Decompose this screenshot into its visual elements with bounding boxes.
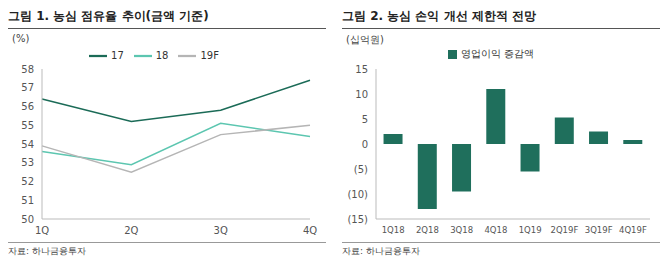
html-text:18: 18	[155, 50, 169, 61]
svg-text:53: 53	[21, 157, 34, 168]
html-text:영업이익 증감액: 영업이익 증감액	[460, 48, 535, 59]
svg-text:3Q18: 3Q18	[450, 225, 473, 235]
svg-text:4Q18: 4Q18	[484, 225, 507, 235]
svg-text:0: 0	[362, 139, 368, 150]
svg-text:51: 51	[21, 195, 34, 206]
svg-text:3Q19F: 3Q19F	[585, 225, 613, 235]
svg-text:4Q19F: 4Q19F	[619, 225, 647, 235]
svg-text:(15): (15)	[347, 214, 368, 225]
svg-text:52: 52	[21, 176, 34, 187]
svg-text:5: 5	[362, 114, 368, 125]
svg-text:10: 10	[355, 89, 368, 100]
svg-text:55: 55	[21, 120, 34, 131]
html-text:(십억원): (십억원)	[346, 34, 384, 45]
svg-text:2Q18: 2Q18	[416, 225, 439, 235]
svg-text:(10): (10)	[347, 189, 368, 200]
html-text:그림 1. 농심 점유율 추이(금액 기준): 그림 1. 농심 점유율 추이(금액 기준)	[8, 9, 209, 23]
svg-text:(5): (5)	[354, 164, 368, 175]
svg-text:2Q: 2Q	[124, 225, 138, 236]
html-text:자료: 하나금융투자: 자료: 하나금융투자	[342, 246, 420, 256]
html-text:그림 2. 농심 손익 개선 제한적 전망: 그림 2. 농심 손익 개선 제한적 전망	[342, 9, 536, 23]
html-text:17: 17	[111, 50, 124, 61]
svg-text:4Q: 4Q	[303, 225, 317, 236]
svg-text:1Q19: 1Q19	[519, 225, 542, 235]
svg-text:2Q19F: 2Q19F	[550, 225, 578, 235]
svg-text:58: 58	[21, 64, 34, 75]
svg-text:54: 54	[21, 139, 34, 150]
svg-text:57: 57	[21, 82, 34, 93]
svg-text:50: 50	[21, 214, 34, 225]
svg-text:1Q18: 1Q18	[382, 225, 405, 235]
html-text:19F: 19F	[200, 50, 219, 61]
html-text:자료: 하나금융투자: 자료: 하나금융투자	[8, 246, 86, 256]
svg-text:56: 56	[21, 101, 34, 112]
svg-text:3Q: 3Q	[214, 225, 228, 236]
svg-text:1Q: 1Q	[35, 225, 49, 236]
svg-text:15: 15	[355, 64, 368, 75]
